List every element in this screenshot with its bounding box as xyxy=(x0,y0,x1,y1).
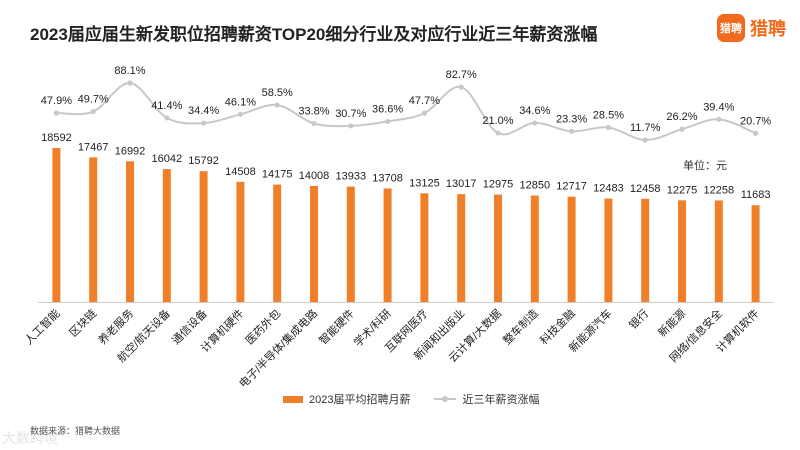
growth-point-2 xyxy=(90,109,96,115)
bar-value-label: 14508 xyxy=(225,166,256,178)
bar-6 xyxy=(236,181,245,302)
growth-value-label: 28.5% xyxy=(593,109,624,121)
growth-value-label: 82.7% xyxy=(446,69,477,81)
growth-point-13 xyxy=(495,130,501,136)
bar-3 xyxy=(126,161,134,302)
legend-line-label: 近三年薪资涨幅 xyxy=(462,394,540,406)
growth-point-9 xyxy=(348,123,354,129)
growth-value-label: 34.4% xyxy=(188,105,219,117)
x-tick-label: 区块链 xyxy=(66,306,99,339)
bar-16 xyxy=(604,198,613,302)
bar-15 xyxy=(567,196,576,302)
data-source: 数据来源：猎聘大数据 xyxy=(30,426,121,436)
growth-value-label: 21.0% xyxy=(482,115,513,127)
bar-13 xyxy=(494,194,502,302)
growth-value-label: 26.2% xyxy=(666,111,697,123)
bar-value-label: 12258 xyxy=(704,184,735,196)
bar-17 xyxy=(641,198,650,302)
growth-point-12 xyxy=(458,84,464,90)
growth-value-label: 34.6% xyxy=(519,105,550,117)
growth-point-1 xyxy=(53,110,60,116)
bar-8 xyxy=(310,185,318,302)
x-tick-label: 人工智能 xyxy=(22,306,63,347)
bar-11 xyxy=(420,193,429,302)
bar-12 xyxy=(457,194,466,302)
growth-value-label: 23.3% xyxy=(556,113,587,125)
growth-value-label: 11.7% xyxy=(630,122,661,134)
growth-point-10 xyxy=(385,118,391,125)
bar-value-label: 12458 xyxy=(630,183,661,195)
growth-value-label: 20.7% xyxy=(740,115,771,127)
unit-label: 单位：元 xyxy=(683,160,727,172)
growth-value-label: 49.7% xyxy=(78,94,109,106)
bar-value-label: 12975 xyxy=(483,179,514,191)
bar-4 xyxy=(162,169,171,302)
bar-value-label: 14008 xyxy=(299,170,330,182)
legend-bar-label: 2023届平均招聘月薪 xyxy=(309,394,411,406)
growth-value-label: 58.5% xyxy=(262,87,293,99)
bar-value-label: 13125 xyxy=(409,177,440,189)
growth-point-8 xyxy=(311,120,317,127)
growth-point-16 xyxy=(605,124,612,131)
bar-20 xyxy=(751,205,760,302)
bar-value-label: 15792 xyxy=(188,155,219,167)
bar-value-label: 17467 xyxy=(78,141,109,153)
bar-value-label: 13017 xyxy=(446,178,477,190)
bar-10 xyxy=(383,188,392,302)
bar-5 xyxy=(199,171,208,302)
growth-point-18 xyxy=(679,126,685,132)
brand-name: 猎聘 xyxy=(750,19,786,39)
growth-value-label: 47.9% xyxy=(41,95,72,107)
x-tick-label: 新能源 xyxy=(655,306,688,339)
bar-value-label: 13933 xyxy=(336,171,367,183)
bar-18 xyxy=(678,200,686,302)
bar-value-label: 16042 xyxy=(152,153,183,165)
bar-value-label: 11683 xyxy=(741,189,771,201)
bar-2 xyxy=(89,157,98,302)
chart-legend: 2023届平均招聘月薪 近三年薪资涨幅 xyxy=(283,391,539,407)
growth-value-label: 30.7% xyxy=(335,108,366,120)
growth-value-label: 47.7% xyxy=(409,95,440,107)
growth-point-6 xyxy=(237,111,243,117)
bar-value-label: 12850 xyxy=(520,180,551,192)
x-tick-label: 银行 xyxy=(626,306,651,331)
chart-title: 2023届应届生新发职位招聘薪资TOP20细分行业及对应行业近三年薪资涨幅 xyxy=(30,25,598,44)
growth-value-label: 46.1% xyxy=(225,96,256,108)
brand-logo: 猎聘 猎聘 xyxy=(717,14,786,42)
growth-point-15 xyxy=(569,128,575,134)
bar-14 xyxy=(530,195,539,302)
growth-value-label: 39.4% xyxy=(703,101,734,113)
bar-value-label: 13708 xyxy=(372,172,403,184)
growth-point-17 xyxy=(642,137,648,143)
growth-value-label: 88.1% xyxy=(114,65,145,77)
bar-value-label: 12717 xyxy=(556,181,587,193)
growth-value-label: 41.4% xyxy=(151,100,182,112)
legend-bar-swatch xyxy=(283,395,303,403)
growth-point-19 xyxy=(716,116,722,122)
bar-value-label: 18592 xyxy=(41,132,72,144)
growth-point-7 xyxy=(274,102,280,108)
bar-value-label: 12483 xyxy=(593,183,624,195)
growth-value-label: 36.6% xyxy=(372,103,403,115)
growth-point-4 xyxy=(164,115,170,121)
growth-point-3 xyxy=(127,80,133,86)
x-tick-label: 整车制造 xyxy=(500,306,541,347)
bar-value-label: 12275 xyxy=(667,184,698,196)
bar-9 xyxy=(346,186,355,302)
bar-19 xyxy=(714,200,723,302)
growth-point-11 xyxy=(421,110,427,116)
growth-value-label: 33.8% xyxy=(298,106,329,118)
bar-value-label: 14175 xyxy=(262,169,293,181)
growth-point-5 xyxy=(201,120,207,126)
legend-line-swatch xyxy=(434,396,457,402)
liepin-logo-icon: 猎聘 xyxy=(717,14,745,42)
growth-line xyxy=(56,82,756,142)
watermark: 大数跨境 xyxy=(2,430,58,446)
growth-point-20 xyxy=(753,130,759,136)
bar-7 xyxy=(273,184,282,302)
bar-value-label: 16992 xyxy=(115,145,146,157)
growth-point-14 xyxy=(532,120,538,126)
bar-1 xyxy=(52,148,61,302)
